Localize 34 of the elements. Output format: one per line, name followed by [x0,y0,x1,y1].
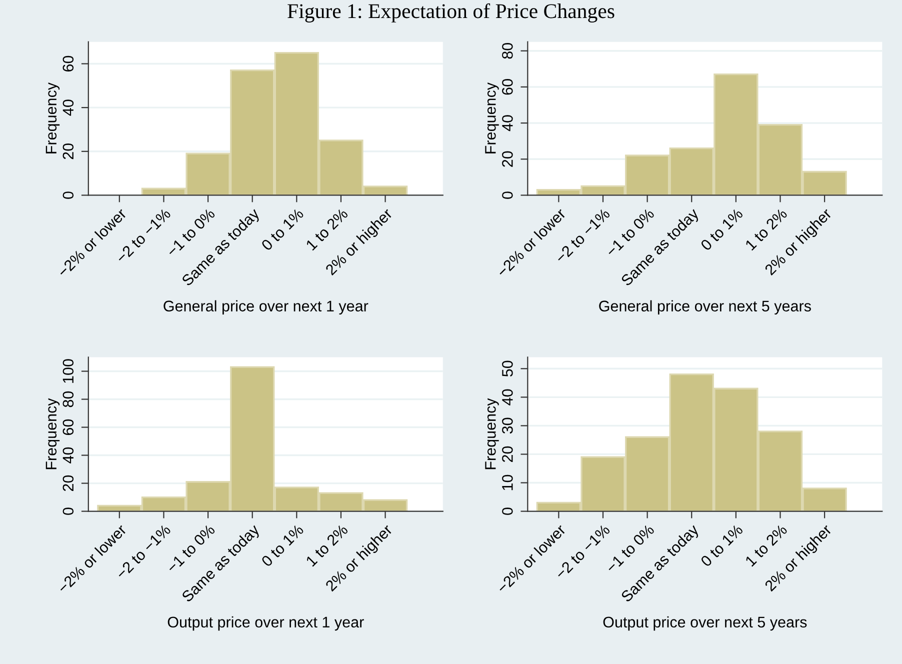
x-axis-title: General price over next 1 year [164,300,368,314]
x-tick-label: 0 to 1% [700,524,744,568]
y-axis-title: Frequency [46,398,60,470]
y-tick-label: 80 [62,391,74,408]
y-tick-label: 60 [502,79,513,95]
y-tick-label: 60 [62,419,74,435]
x-axis-title: Output price over next 1 year [168,616,364,631]
y-tick-label: 0 [62,508,74,515]
y-tick-label: 20 [62,143,74,160]
text: Figure 1: Expectation of Price Changes [288,3,614,22]
y-tick-label: 80 [502,42,513,59]
y-tick-label: 40 [502,389,513,406]
y-tick-label: 0 [502,192,513,199]
x-tick-label: 0 to 1% [260,208,304,252]
y-tick-label: 100 [62,359,74,383]
y-tick-label: 40 [502,115,513,132]
x-tick-label: 0 to 1% [260,524,304,568]
x-axis-title: General price over next 5 years [599,300,811,314]
y-tick-label: 50 [502,360,513,377]
x-tick-label: 0 to 1% [700,208,744,252]
x-axis-title: Output price over next 5 years [603,616,807,631]
y-axis-title: Frequency [485,82,499,154]
y-axis-title: Frequency [46,82,60,154]
y-tick-label: 20 [62,475,74,491]
y-tick-label: 20 [502,446,513,462]
y-tick-label: 30 [502,418,513,434]
y-tick-label: 40 [62,447,74,464]
y-tick-label: 0 [62,192,74,199]
y-tick-label: 60 [62,56,74,72]
y-tick-label: 20 [502,151,513,167]
y-axis-title: Frequency [485,398,499,470]
y-tick-label: 40 [62,100,74,116]
y-tick-label: 0 [502,508,513,515]
y-tick-label: 10 [502,474,513,490]
